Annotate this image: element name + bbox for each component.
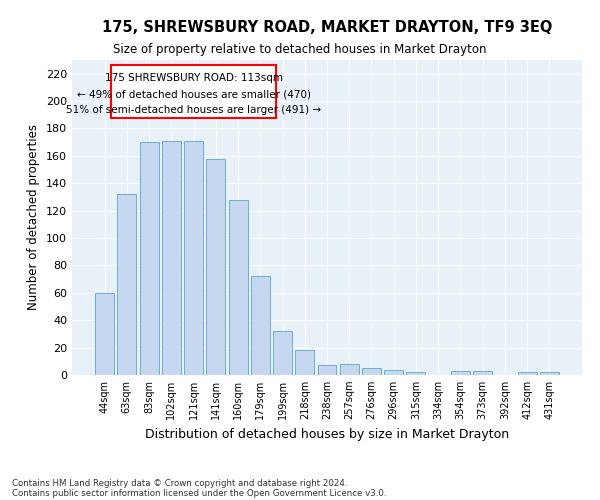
- Bar: [295, 350, 314, 375]
- Text: Contains HM Land Registry data © Crown copyright and database right 2024.: Contains HM Land Registry data © Crown c…: [12, 478, 347, 488]
- Bar: [229, 200, 248, 375]
- Bar: [406, 372, 425, 375]
- Text: Contains public sector information licensed under the Open Government Licence v3: Contains public sector information licen…: [12, 488, 386, 498]
- X-axis label: Distribution of detached houses by size in Market Drayton: Distribution of detached houses by size …: [145, 428, 509, 440]
- Bar: [251, 276, 270, 375]
- Bar: [184, 141, 203, 375]
- Bar: [206, 158, 225, 375]
- Bar: [140, 142, 158, 375]
- Bar: [317, 366, 337, 375]
- Text: ← 49% of detached houses are smaller (470): ← 49% of detached houses are smaller (47…: [77, 89, 311, 99]
- Title: 175, SHREWSBURY ROAD, MARKET DRAYTON, TF9 3EQ: 175, SHREWSBURY ROAD, MARKET DRAYTON, TF…: [102, 20, 552, 35]
- Bar: [340, 364, 359, 375]
- Bar: [273, 331, 292, 375]
- Bar: [162, 141, 181, 375]
- Text: 51% of semi-detached houses are larger (491) →: 51% of semi-detached houses are larger (…: [66, 104, 321, 115]
- Y-axis label: Number of detached properties: Number of detached properties: [28, 124, 40, 310]
- Bar: [112, 66, 276, 118]
- Bar: [384, 370, 403, 375]
- Bar: [473, 371, 492, 375]
- Text: 175 SHREWSBURY ROAD: 113sqm: 175 SHREWSBURY ROAD: 113sqm: [104, 74, 283, 84]
- Bar: [118, 194, 136, 375]
- Bar: [95, 293, 114, 375]
- Bar: [362, 368, 381, 375]
- Text: Size of property relative to detached houses in Market Drayton: Size of property relative to detached ho…: [113, 42, 487, 56]
- Bar: [451, 371, 470, 375]
- Bar: [518, 372, 536, 375]
- Bar: [540, 372, 559, 375]
